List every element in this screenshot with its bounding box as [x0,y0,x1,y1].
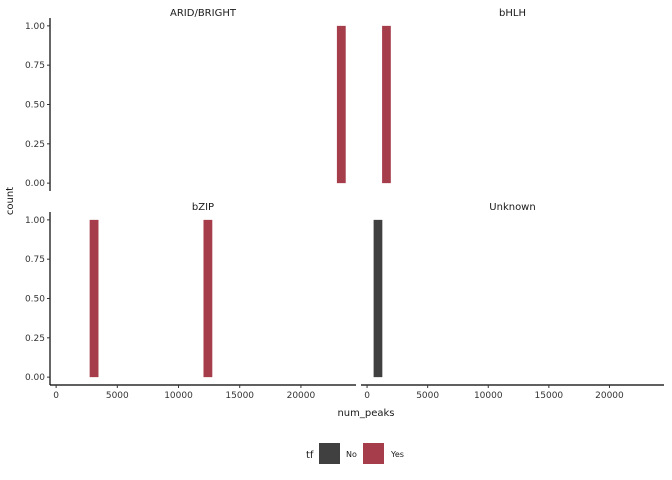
x-axis-title: num_peaks [337,408,394,419]
panel-title-unknown: Unknown [489,202,535,213]
y-tick-label: 0.25 [25,334,45,344]
bar-bzip [89,219,99,378]
y-axis-title: count [5,187,16,215]
x-tick-label: 10000 [164,391,193,401]
x-tick-label: 0 [364,391,370,401]
x-tick-label: 20000 [287,391,316,401]
y-tick-label: 0.75 [25,61,45,71]
x-tick-label: 0 [53,391,59,401]
bar-bzip [203,219,213,378]
x-tick-label: 20000 [595,391,624,401]
y-tick-label: 0.25 [25,140,45,150]
legend-key-yes [363,443,384,464]
bar-unknown [373,219,383,378]
x-tick-label: 5000 [106,391,129,401]
bar-arid-bright [336,25,346,184]
x-tick-label: 15000 [225,391,254,401]
legend-key-no [319,443,340,464]
panel-title-arid-bright: ARID/BRIGHT [170,8,237,19]
x-tick-label: 5000 [416,391,439,401]
y-tick-label: 0.00 [25,373,45,383]
y-tick-label: 0.50 [25,295,45,305]
y-tick-label: 0.50 [25,101,45,111]
panel-title-bhlh: bHLH [499,8,526,19]
panel-title-bzip: bZIP [192,202,214,213]
legend-title: tf [306,450,314,461]
y-tick-label: 1.00 [25,216,45,226]
bar-bhlh [382,25,391,184]
legend-label-no: No [346,450,357,459]
x-tick-label: 10000 [474,391,503,401]
y-tick-label: 0.00 [25,179,45,189]
legend-label-yes: Yes [390,450,404,459]
y-tick-label: 1.00 [25,22,45,32]
x-tick-label: 15000 [535,391,564,401]
y-tick-label: 0.75 [25,255,45,265]
